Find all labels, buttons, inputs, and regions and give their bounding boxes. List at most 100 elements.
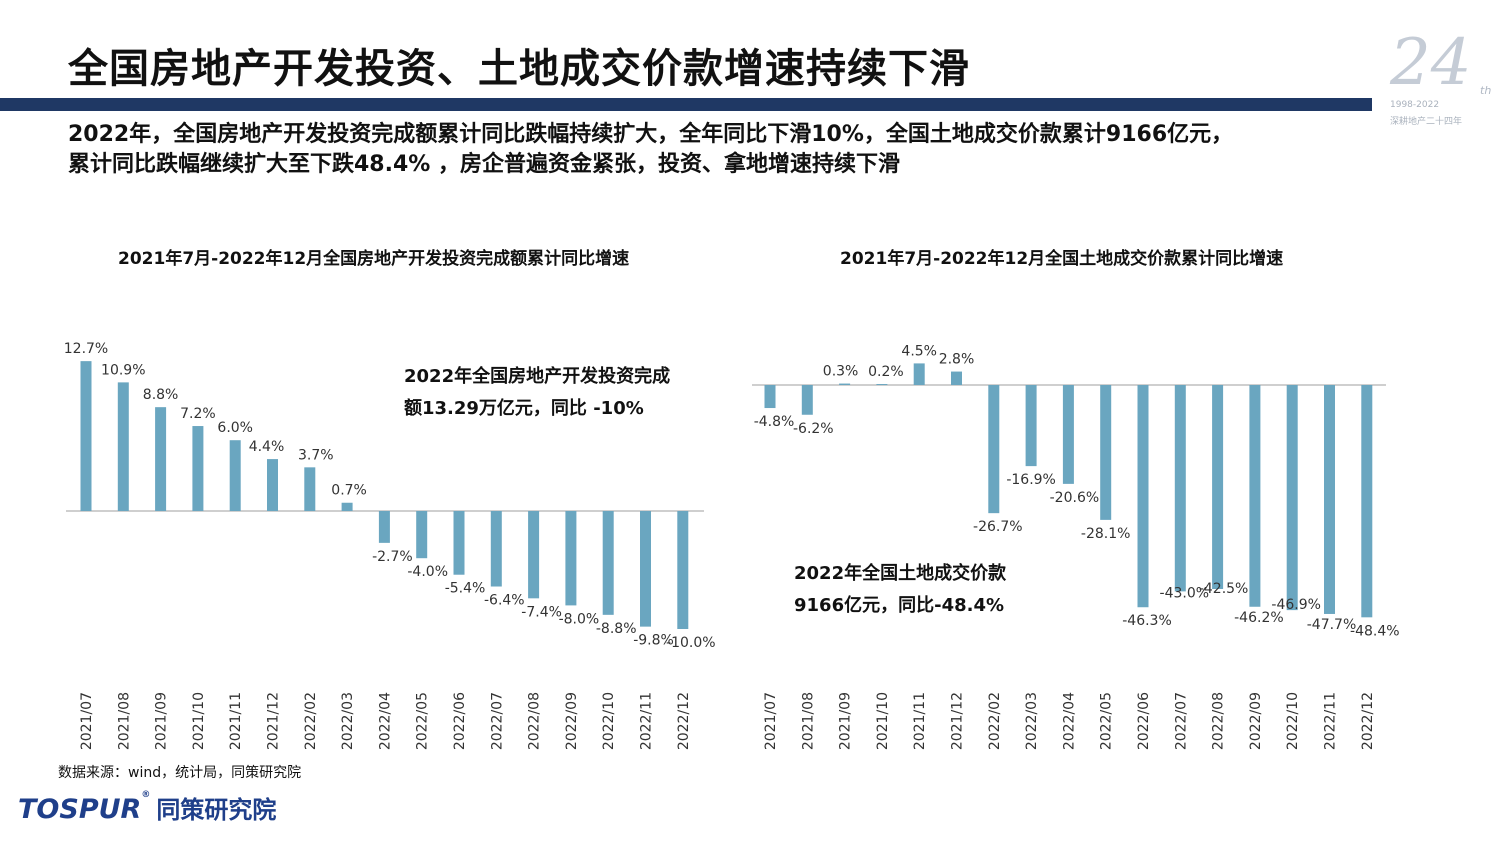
left-x-tick-2021/12: 2021/12	[266, 692, 282, 750]
right-data-label-2021/11: 4.5%	[901, 343, 937, 359]
right-x-tick-2022/10: 2022/10	[1285, 692, 1301, 750]
right-x-tick-2022/07: 2022/07	[1173, 692, 1189, 750]
right-x-tick-2021/12: 2021/12	[950, 692, 966, 750]
right-bar-2022/07	[1174, 385, 1186, 592]
right-x-tick-2021/07: 2021/07	[763, 692, 779, 750]
tospur-logo: TOSPUR® 同策研究院	[18, 790, 276, 825]
right-x-tick-2022/05: 2022/05	[1099, 692, 1115, 750]
left-data-label-2021/08: 10.9%	[101, 362, 145, 378]
title-underline-bar	[0, 98, 1372, 111]
left-bar-2022/09	[565, 511, 577, 606]
right-bar-2022/06	[1137, 385, 1149, 608]
left-data-label-2021/12: 4.4%	[249, 439, 285, 455]
right-data-label-2022/11: -47.7%	[1307, 617, 1357, 633]
right-bar-2022/09	[1249, 385, 1261, 607]
right-data-label-2022/08: -42.5%	[1199, 581, 1249, 597]
right-x-tick-2022/12: 2022/12	[1360, 692, 1376, 750]
right-chart-title: 2021年7月-2022年12月全国土地成交价款累计同比增速	[840, 249, 1284, 269]
right-bar-2021/07	[764, 385, 776, 409]
subtitle-line-1: 2022年，全国房地产开发投资完成额累计同比跌幅持续扩大，全年同比下滑10%，全…	[68, 122, 1234, 147]
right-data-label-2022/06: -46.3%	[1122, 613, 1172, 629]
left-x-tick-2022/08: 2022/08	[527, 692, 543, 750]
left-annotation-line-2: 额13.29万亿元，同比 -10%	[404, 398, 644, 419]
left-x-tick-2022/02: 2022/02	[303, 692, 319, 750]
right-x-tick-2022/09: 2022/09	[1248, 692, 1264, 750]
left-bar-2022/06	[453, 511, 465, 575]
right-bar-2022/05	[1100, 385, 1112, 520]
right-bar-2021/12	[951, 371, 962, 385]
left-bar-2022/08	[528, 511, 540, 599]
left-bar-2021/11	[229, 440, 241, 511]
left-x-tick-2022/10: 2022/10	[601, 692, 617, 750]
left-data-label-2021/09: 8.8%	[143, 387, 179, 403]
left-data-label-2022/04: -2.7%	[372, 549, 413, 565]
right-bar-2022/11	[1324, 385, 1335, 614]
right-x-tick-2021/08: 2021/08	[800, 692, 816, 750]
right-bar-2021/09	[839, 383, 851, 385]
left-bar-2021/07	[80, 361, 92, 511]
left-x-tick-2021/11: 2021/11	[228, 692, 244, 750]
right-x-tick-2022/06: 2022/06	[1136, 692, 1152, 750]
left-x-tick-2022/05: 2022/05	[415, 692, 431, 750]
left-chart-title: 2021年7月-2022年12月全国房地产开发投资完成额累计同比增速	[118, 249, 630, 269]
left-bar-2022/07	[490, 511, 502, 587]
right-x-tick-2022/11: 2022/11	[1323, 692, 1339, 750]
right-bar-2021/08	[801, 385, 813, 415]
left-data-label-2022/03: 0.7%	[331, 483, 367, 499]
left-bar-2022/04	[378, 511, 390, 543]
right-annotation-line-2: 9166亿元，同比-48.4%	[794, 595, 1005, 616]
right-bar-2022/08	[1212, 385, 1224, 589]
right-x-tick-2021/10: 2021/10	[875, 692, 891, 750]
anniversary-slogan: 深耕地产二十四年	[1390, 117, 1463, 127]
left-x-tick-2021/08: 2021/08	[116, 692, 132, 750]
left-x-tick-2022/07: 2022/07	[489, 692, 505, 750]
anniversary-years: 1998-2022	[1390, 100, 1440, 110]
right-data-label-2022/12: -48.4%	[1350, 623, 1400, 639]
right-x-tick-2022/02: 2022/02	[987, 692, 1003, 750]
left-bar-2022/03	[341, 502, 353, 511]
left-data-label-2021/10: 7.2%	[180, 406, 216, 422]
right-bar-2021/10	[876, 384, 888, 386]
subtitle-line-2: 累计同比跌幅继续扩大至下跌48.4% ，房企普遍资金紧张，投资、拿地增速持续下滑	[68, 152, 900, 177]
left-x-tick-2022/12: 2022/12	[676, 692, 692, 750]
page-subtitle: 2022年，全国房地产开发投资完成额累计同比跌幅持续扩大，全年同比下滑10%，全…	[68, 120, 1368, 180]
brand-registered-mark: ®	[141, 790, 151, 800]
anniversary-logo: 24 th 1998-2022 深耕地产二十四年	[1384, 28, 1494, 128]
left-bar-2022/02	[304, 467, 316, 511]
right-chart-annotation: 2022年全国土地成交价款 9166亿元，同比-48.4%	[794, 558, 1006, 622]
right-x-tick-2021/09: 2021/09	[838, 692, 854, 750]
right-data-label-2021/10: 0.2%	[868, 364, 904, 380]
left-bar-2022/12	[677, 511, 689, 629]
right-x-tick-2022/04: 2022/04	[1061, 692, 1077, 750]
brand-chinese: 同策研究院	[156, 796, 277, 824]
left-data-label-2021/07: 12.7%	[64, 341, 108, 357]
right-bar-2022/03	[1025, 385, 1037, 467]
right-bar-2022/12	[1361, 385, 1373, 618]
left-x-tick-2022/06: 2022/06	[452, 692, 468, 750]
right-data-label-2022/10: -46.9%	[1271, 597, 1321, 613]
right-chart-land-price: -4.8% 2021/07 -6.2% 2021/08 0.3% 2021/09 0.2% 2…	[752, 343, 1400, 750]
left-bar-2022/05	[416, 511, 428, 559]
right-data-label-2022/05: -28.1%	[1081, 526, 1131, 542]
anniversary-suffix: th	[1480, 84, 1492, 97]
left-x-tick-2022/09: 2022/09	[564, 692, 580, 750]
left-data-label-2022/10: -8.8%	[596, 621, 637, 637]
right-bar-2022/10	[1286, 385, 1298, 611]
page-title: 全国房地产开发投资、土地成交价款增速持续下滑	[68, 46, 970, 92]
right-data-label-2021/09: 0.3%	[823, 364, 859, 380]
left-x-tick-2021/09: 2021/09	[154, 692, 170, 750]
right-x-tick-2022/03: 2022/03	[1024, 692, 1040, 750]
left-bar-2022/10	[602, 511, 614, 615]
left-bar-2021/09	[155, 407, 167, 511]
right-data-label-2022/03: -16.9%	[1006, 472, 1056, 488]
anniversary-number: 24	[1390, 26, 1472, 100]
right-x-tick-2022/08: 2022/08	[1211, 692, 1227, 750]
left-x-tick-2021/10: 2021/10	[191, 692, 207, 750]
left-data-label-2022/08: -7.4%	[521, 604, 562, 620]
right-data-label-2022/02: -26.7%	[973, 519, 1023, 535]
left-chart-investment: 12.7% 2021/07 10.9% 2021/08 8.8% 2021/09 7.2% 2…	[64, 341, 716, 750]
left-data-label-2022/02: 3.7%	[298, 447, 334, 463]
left-bar-2021/10	[192, 426, 204, 511]
right-bar-2021/11	[913, 363, 925, 385]
